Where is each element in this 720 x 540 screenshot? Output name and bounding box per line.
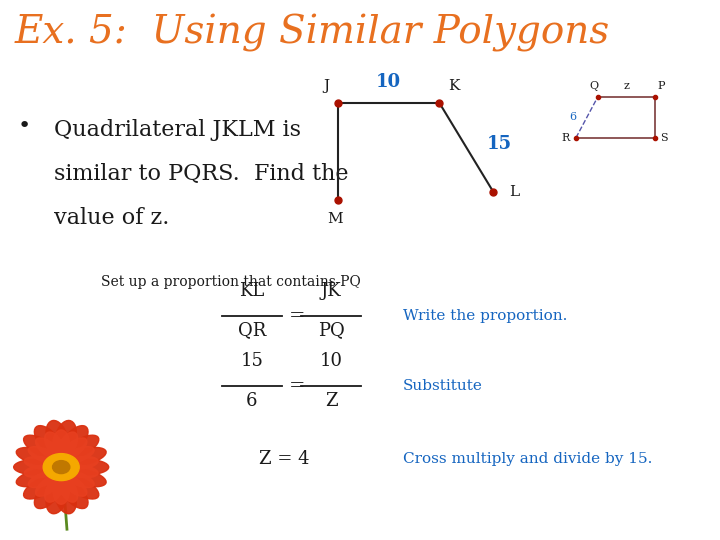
Text: Z: Z: [325, 392, 338, 409]
Text: Substitute: Substitute: [403, 379, 483, 393]
Ellipse shape: [17, 469, 58, 487]
Text: •: •: [18, 116, 31, 136]
Text: Q: Q: [590, 80, 598, 91]
Ellipse shape: [58, 477, 78, 502]
Ellipse shape: [63, 471, 94, 488]
Ellipse shape: [60, 480, 88, 509]
Ellipse shape: [65, 448, 106, 465]
Ellipse shape: [17, 448, 58, 465]
Ellipse shape: [46, 482, 67, 514]
Ellipse shape: [45, 477, 64, 502]
Text: z: z: [624, 80, 629, 91]
Ellipse shape: [65, 469, 106, 487]
Text: 15: 15: [487, 136, 511, 153]
Ellipse shape: [63, 435, 99, 459]
Ellipse shape: [35, 426, 62, 455]
Ellipse shape: [35, 480, 62, 509]
Text: Z = 4: Z = 4: [259, 450, 310, 468]
Text: 6: 6: [246, 392, 258, 409]
Ellipse shape: [55, 421, 76, 453]
Ellipse shape: [35, 438, 61, 459]
Text: Ex. 5:  Using Similar Polygons: Ex. 5: Using Similar Polygons: [14, 14, 610, 51]
Text: 6: 6: [569, 112, 576, 123]
Text: K: K: [448, 79, 459, 93]
Ellipse shape: [46, 421, 67, 453]
Ellipse shape: [24, 475, 59, 499]
Ellipse shape: [61, 438, 87, 459]
Ellipse shape: [53, 430, 69, 456]
Text: J: J: [323, 79, 330, 93]
Ellipse shape: [24, 435, 59, 459]
Text: Set up a proportion that contains PQ: Set up a proportion that contains PQ: [101, 275, 361, 289]
Ellipse shape: [63, 475, 99, 499]
Ellipse shape: [60, 426, 88, 455]
Text: similar to PQRS.  Find the: similar to PQRS. Find the: [54, 163, 348, 185]
Text: S: S: [660, 133, 667, 143]
Text: QR: QR: [238, 321, 266, 339]
Ellipse shape: [28, 471, 59, 488]
Text: JK: JK: [321, 282, 341, 300]
Text: P: P: [657, 80, 665, 91]
Ellipse shape: [28, 447, 59, 463]
Text: Quadrilateral JKLM is: Quadrilateral JKLM is: [54, 119, 301, 141]
Ellipse shape: [61, 475, 87, 496]
Ellipse shape: [63, 447, 94, 463]
Ellipse shape: [58, 432, 78, 457]
Text: =: =: [289, 307, 305, 325]
Text: Cross multiply and divide by 15.: Cross multiply and divide by 15.: [403, 452, 652, 466]
Ellipse shape: [45, 432, 64, 457]
Ellipse shape: [64, 465, 98, 478]
Text: 10: 10: [377, 73, 401, 91]
Text: R: R: [561, 133, 570, 143]
Text: M: M: [327, 212, 343, 226]
Ellipse shape: [53, 478, 69, 504]
Ellipse shape: [14, 460, 57, 475]
Ellipse shape: [66, 460, 109, 475]
Text: Write the proportion.: Write the proportion.: [403, 309, 567, 323]
Circle shape: [43, 454, 79, 481]
Ellipse shape: [24, 465, 58, 478]
Text: 10: 10: [320, 352, 343, 370]
Text: 15: 15: [240, 352, 264, 370]
Ellipse shape: [64, 456, 98, 469]
Text: L: L: [509, 185, 519, 199]
Text: KL: KL: [239, 282, 265, 300]
Text: =: =: [289, 377, 305, 395]
Circle shape: [53, 461, 70, 474]
Ellipse shape: [24, 456, 58, 469]
Ellipse shape: [55, 482, 76, 514]
Text: PQ: PQ: [318, 321, 345, 339]
Ellipse shape: [35, 475, 61, 496]
Text: value of z.: value of z.: [54, 207, 169, 230]
